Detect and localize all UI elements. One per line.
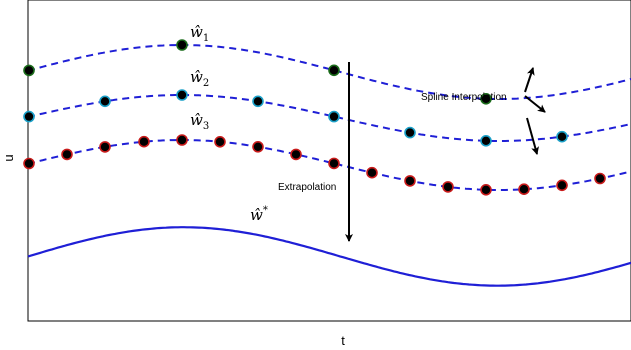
curve-wstar: [27, 226, 631, 287]
sample-point-w1: [480, 93, 492, 105]
sample-point-w3: [290, 148, 302, 161]
sample-point-w3: [252, 141, 264, 153]
points-w3: [23, 134, 606, 196]
sample-point-w3: [442, 181, 454, 193]
sample-point-w2: [23, 110, 35, 123]
sample-point-w2: [176, 89, 188, 101]
sample-point-w3: [594, 172, 606, 185]
points-w1: [23, 39, 492, 105]
sample-point-w1: [176, 39, 188, 51]
sample-point-w2: [99, 95, 111, 108]
sample-point-w3: [99, 141, 111, 153]
sample-point-w2: [556, 130, 568, 143]
y-axis-label: u: [1, 154, 16, 161]
sample-point-w2: [252, 95, 264, 108]
x-axis-label: t: [341, 333, 345, 348]
points-w2: [23, 89, 568, 147]
sample-point-w3: [138, 135, 150, 148]
sample-point-w2: [404, 126, 416, 139]
sample-point-w3: [404, 175, 416, 187]
spline-arrow-down: [526, 117, 539, 155]
sample-point-w3: [518, 183, 530, 195]
sample-point-w3: [23, 157, 35, 170]
spline-label: Spline Interpolation: [421, 92, 507, 103]
label-wstar: ŵ*: [250, 205, 268, 224]
spline-arrow-right: [524, 95, 546, 113]
sample-point-w1: [23, 64, 35, 77]
sample-point-w3: [214, 136, 226, 148]
sample-point-w3: [176, 134, 188, 146]
sample-point-w3: [480, 184, 492, 196]
sample-point-w3: [61, 148, 73, 161]
sample-point-w3: [556, 179, 568, 192]
label-w3: ŵ3: [190, 111, 209, 132]
extrapolation-label: Extrapolation: [278, 182, 336, 193]
sample-point-w3: [366, 166, 378, 179]
spline-arrow-up: [524, 67, 535, 93]
sample-point-w2: [328, 110, 340, 123]
sample-point-w3: [328, 157, 340, 170]
sample-point-w2: [480, 135, 492, 147]
label-w1: ŵ1: [190, 23, 209, 44]
label-w2: ŵ2: [190, 68, 209, 89]
sample-point-w1: [328, 64, 340, 77]
